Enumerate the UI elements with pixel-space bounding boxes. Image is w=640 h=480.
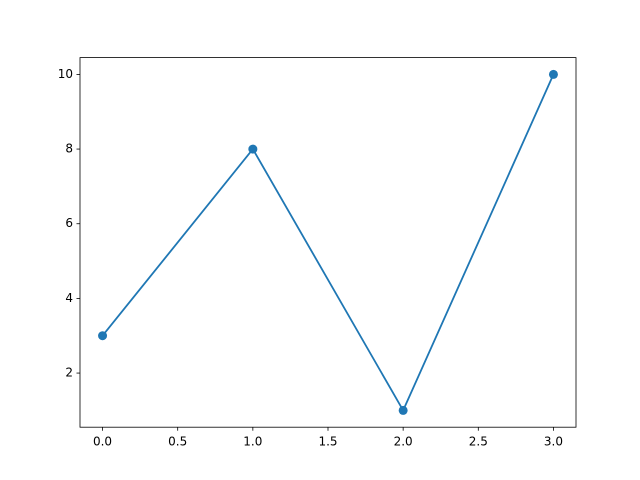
- marker: [98, 331, 108, 341]
- y-tick-label: 4: [65, 291, 73, 305]
- line: [101, 74, 555, 413]
- x-tick-label: 1.5: [318, 435, 337, 449]
- x-tick-label: 3.0: [544, 435, 563, 449]
- marker: [548, 69, 558, 79]
- y-tick-label: 10: [58, 67, 73, 81]
- marker: [248, 144, 258, 154]
- x-tick-label: 1.0: [243, 435, 262, 449]
- y-tick-label: 6: [65, 216, 73, 230]
- x-tick-label: 2.5: [469, 435, 488, 449]
- y-tick-label: 8: [65, 142, 73, 156]
- y-tick-label: 2: [65, 366, 73, 380]
- x-tick-label: 2.0: [394, 435, 413, 449]
- axes-frame: [79, 57, 577, 428]
- x-tick-label: 0.0: [93, 435, 112, 449]
- x-tick-label: 0.5: [168, 435, 187, 449]
- marker: [398, 405, 408, 415]
